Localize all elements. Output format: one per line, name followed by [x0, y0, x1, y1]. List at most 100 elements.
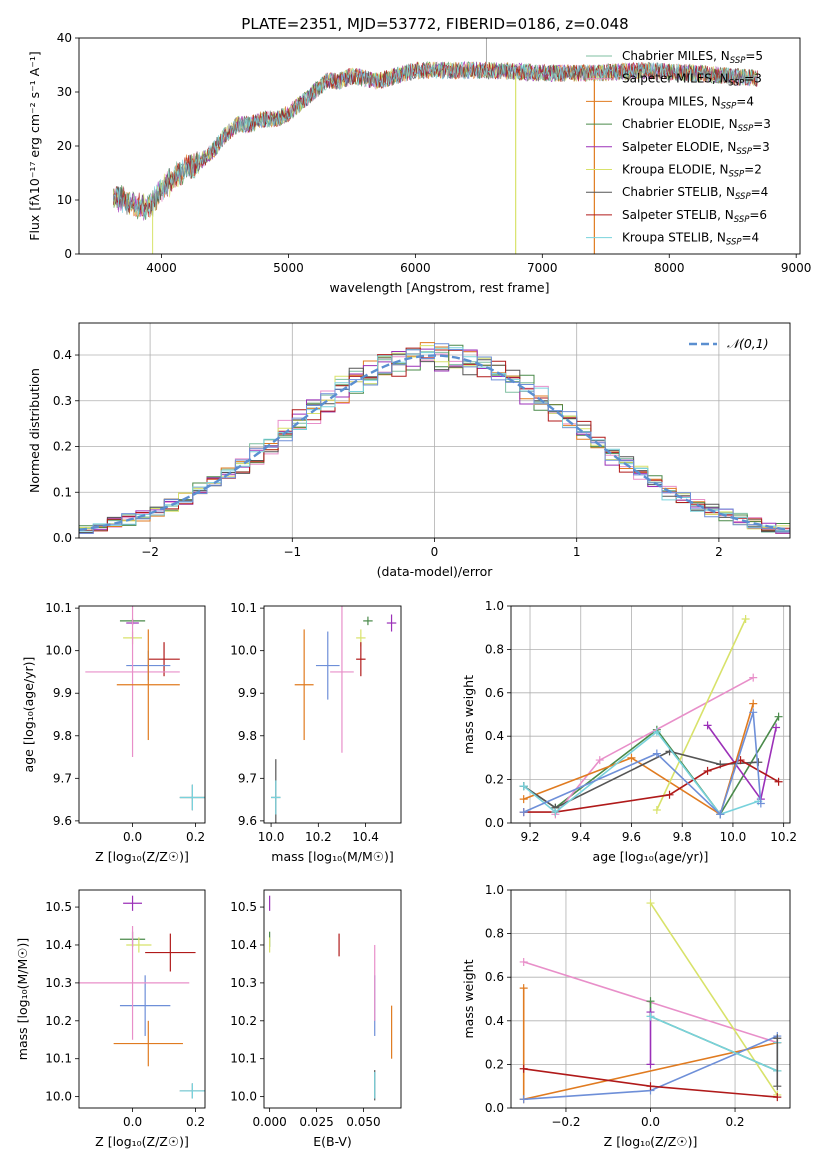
mass-age-xtick-label-0: 10.0: [258, 830, 285, 844]
legend-tail-0: =5: [745, 49, 763, 63]
legend-sub-6: SSP: [735, 192, 751, 202]
legend-entry-0: Chabrier MILES, NSSP=5: [622, 49, 763, 66]
z-mass-ytick-label-1: 10.1: [45, 1052, 72, 1066]
mass-age-plot-area: [271, 606, 397, 823]
spectrum-xtick-label-4: 8000: [654, 261, 685, 275]
age-weight-xtick-label-1: 9.4: [571, 830, 590, 844]
legend-label-2: Kroupa MILES, N: [622, 94, 721, 108]
ebv-mass-frame: [263, 889, 402, 1109]
legend-sub-8: SSP: [726, 238, 742, 248]
z-mass-ylabel: mass [log₁₀(M/M☉)]: [15, 938, 30, 1060]
age-weight-line-4: [656, 618, 747, 811]
residuals-xtick-label-0: −2: [141, 545, 159, 559]
residuals-ytick-label-1: 0.1: [53, 485, 72, 499]
z-age-ytick-label-4: 10.0: [45, 644, 72, 658]
spectrum-ytick-label-0: 0: [64, 247, 72, 261]
z-mass-ytick-label-4: 10.4: [45, 938, 72, 952]
z-weight-marker-8-0: [773, 1082, 782, 1091]
z-weight-marker-7-0: [646, 1012, 655, 1021]
z-weight-marker-1-0: [646, 899, 655, 908]
age-weight-ytick-label-3: 0.6: [485, 686, 504, 700]
figure-title: PLATE=2351, MJD=53772, FIBERID=0186, z=0…: [241, 15, 628, 33]
z-mass-panel: 0.0 0.2 10.0 10.1 10.2 10.3 10.4 10.5 Z [log₁₀(Z…: [15, 889, 206, 1149]
spectrum-ytick-label-2: 20: [57, 139, 72, 153]
mass-age-xtick-label-2: 10.4: [352, 830, 379, 844]
legend-entry-1: Salpeter MILES, NSSP=3: [622, 72, 762, 89]
legend-label-0: Chabrier MILES, N: [622, 49, 730, 63]
age-weight-ytick-label-1: 0.2: [485, 773, 504, 787]
z-age-ytick-label-0: 9.6: [53, 814, 72, 828]
z-age-ytick-label-1: 9.7: [53, 771, 72, 785]
age-weight-marker-8-0: [519, 808, 528, 817]
age-weight-marker-2-0: [519, 795, 528, 804]
age-weight-ytick-label-2: 0.4: [485, 729, 504, 743]
legend-sub-5: SSP: [729, 170, 745, 180]
z-weight-ylabel: mass weight: [461, 959, 476, 1038]
age-weight-ytick-label-0: 0.0: [485, 816, 504, 830]
z-weight-ytick-label-0: 0.0: [485, 1101, 504, 1115]
age-weight-xtick-label-5: 10.2: [770, 830, 797, 844]
mass-age-ytick-label-2: 9.8: [238, 729, 257, 743]
z-mass-xtick-label-1: 0.2: [186, 1115, 205, 1129]
legend-tail-2: =4: [736, 94, 754, 108]
z-age-frame: [78, 605, 206, 824]
z-weight-marker-3-0: [519, 1095, 528, 1104]
legend-entry-2: Kroupa MILES, NSSP=4: [622, 94, 754, 111]
spectrum-plot-area: [113, 38, 758, 254]
spectrum-series-8: [113, 61, 758, 218]
spectrum-xtick-label-2: 6000: [400, 261, 431, 275]
z-age-panel: 0.0 0.2 9.6 9.7 9.8 9.9 10.0 10.1 Z [log₁₀(Z/Z☉)…: [21, 601, 206, 864]
z-mass-ytick-label-3: 10.3: [45, 976, 72, 990]
age-weight-line-2: [523, 703, 754, 816]
age-weight-marker-3-0: [703, 721, 712, 730]
ebv-mass-ytick-label-5: 10.5: [230, 900, 257, 914]
z-weight-plot-area: [519, 899, 782, 1104]
legend-sub-1: SSP: [729, 79, 745, 89]
spectrum-xtick-label-1: 5000: [273, 261, 304, 275]
spectrum-xlabel: wavelength [Angstrom, rest frame]: [329, 280, 549, 295]
legend-label-8: Kroupa STELIB, N: [622, 231, 726, 245]
z-mass-xtick-label-0: 0.0: [123, 1115, 142, 1129]
age-weight-xtick-label-0: 9.2: [520, 830, 539, 844]
age-weight-marker-8-1: [652, 749, 661, 758]
z-mass-ytick-label-2: 10.2: [45, 1014, 72, 1028]
mass-age-ytick-label-4: 10.0: [230, 644, 257, 658]
z-age-xtick-label-1: 0.2: [186, 830, 205, 844]
z-weight-marker-4-1: [646, 1082, 655, 1091]
residuals-ylabel: Normed distribution: [27, 368, 42, 493]
z-weight-ytick-label-2: 0.4: [485, 1014, 504, 1028]
age-weight-marker-1-1: [595, 756, 604, 765]
residuals-xtick-label-4: 2: [715, 545, 723, 559]
age-weight-marker-4-0: [652, 805, 661, 814]
legend-label-6: Chabrier STELIB, N: [622, 185, 735, 199]
ebv-mass-ytick-label-3: 10.3: [230, 976, 257, 990]
residuals-ytick-label-2: 0.2: [53, 440, 72, 454]
ebv-mass-panel: 0.000 0.025 0.050 10.0 10.1 10.2 10.3 10.4 10.5 E…: [230, 889, 402, 1149]
age-weight-marker-6-3: [703, 766, 712, 775]
ebv-mass-plot-area: [269, 895, 393, 1101]
age-weight-xtick-label-2: 9.6: [622, 830, 641, 844]
residuals-plot-area: [79, 342, 790, 534]
mass-age-panel: 10.0 10.2 10.4 9.6 9.7 9.8 9.9 10.0 10.1 mass [lo…: [230, 601, 402, 864]
ebv-mass-xtick-label-2: 0.050: [346, 1115, 380, 1129]
z-weight-ytick-label-3: 0.6: [485, 970, 504, 984]
z-weight-xlabel: Z [log₁₀(Z/Z☉)]: [604, 1134, 698, 1149]
age-weight-marker-1-2: [749, 673, 758, 682]
z-weight-xtick-label-0: −0.2: [551, 1115, 580, 1129]
legend-entry-7: Salpeter STELIB, NSSP=6: [622, 208, 767, 225]
mass-age-frame: [263, 605, 402, 824]
age-weight-ylabel: mass weight: [461, 675, 476, 754]
age-weight-marker-0-4: [774, 712, 783, 721]
age-weight-marker-2-3: [749, 699, 758, 708]
age-weight-xlabel: age [log₁₀(age/yr)]: [593, 849, 709, 864]
age-weight-xtick-label-3: 9.8: [673, 830, 692, 844]
residuals-xlabel: (data-model)/error: [377, 564, 494, 579]
age-weight-marker-8-4: [756, 799, 765, 808]
z-weight-marker-0-0: [519, 957, 528, 966]
legend-sub-4: SSP: [736, 147, 752, 157]
z-weight-xtick-label-1: 0.0: [641, 1115, 660, 1129]
spectrum-panel: 4000 5000 6000 7000 8000 9000 0 10 20 30 40 wavelen…: [27, 31, 811, 295]
z-age-xtick-label-0: 0.0: [123, 830, 142, 844]
z-weight-marker-2-0: [519, 984, 528, 993]
z-weight-marker-5-0: [646, 997, 655, 1006]
